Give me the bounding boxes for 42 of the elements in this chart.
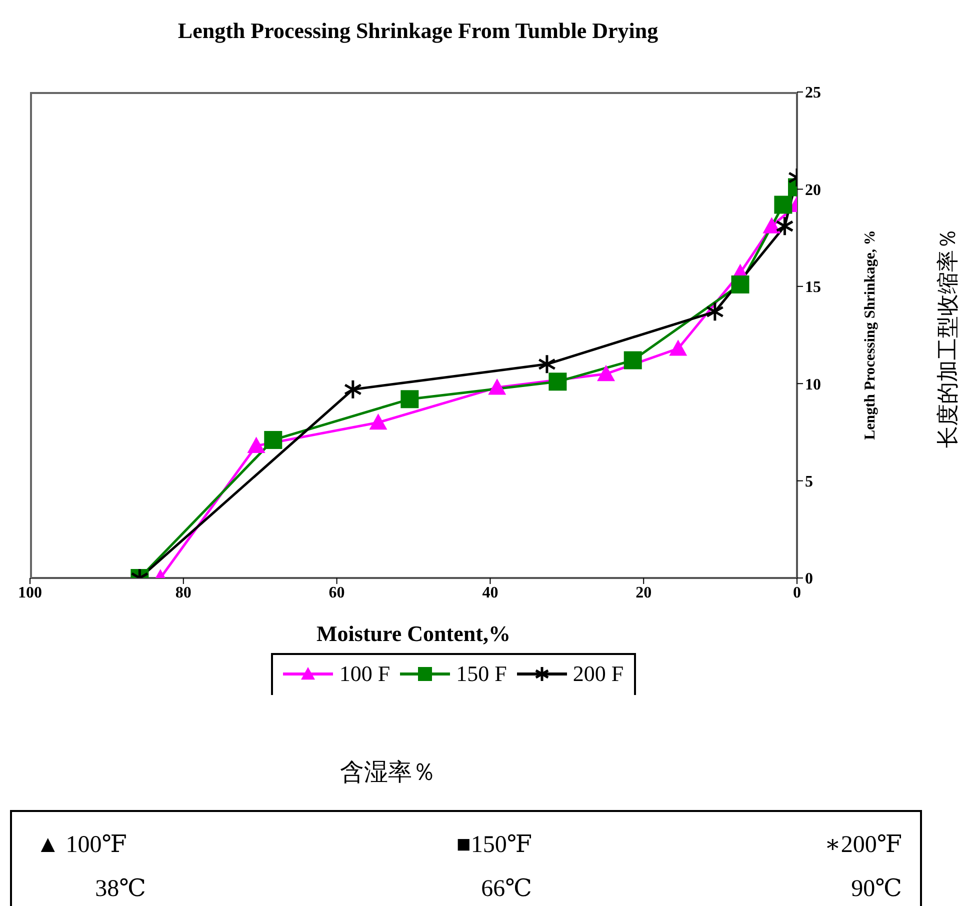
x-axis-title: Moisture Content,% bbox=[316, 621, 510, 646]
y-tick-label: 0 bbox=[805, 570, 813, 588]
point bbox=[488, 378, 506, 395]
point bbox=[774, 196, 792, 214]
text: 38℃ bbox=[94, 875, 147, 903]
x-tick-label: 0 bbox=[793, 584, 801, 602]
point bbox=[548, 372, 567, 391]
x-tick-label: 100 bbox=[18, 584, 42, 602]
legend-label: 100 F bbox=[339, 661, 390, 687]
point bbox=[344, 379, 362, 400]
x-tick-label: 40 bbox=[482, 584, 498, 602]
point bbox=[264, 430, 282, 449]
text: 长度的加工型收缩率％ bbox=[934, 228, 961, 448]
text: ■150℉ bbox=[455, 831, 532, 859]
text: ▲ 100℉ bbox=[36, 831, 128, 859]
y-tick-label: 10 bbox=[805, 376, 821, 394]
y-axis-title: Length Processing Shrinkage, % bbox=[862, 230, 878, 440]
text: 含湿率％ bbox=[339, 758, 437, 788]
text: ∗200℉ bbox=[824, 831, 902, 859]
text: 90℃ bbox=[850, 875, 902, 903]
x-tick-label: 80 bbox=[175, 584, 192, 602]
point bbox=[624, 351, 642, 370]
y-tick-label: 15 bbox=[805, 279, 821, 296]
y-tick-label: 5 bbox=[805, 473, 813, 490]
y-tick-label: 20 bbox=[805, 182, 821, 199]
point bbox=[706, 301, 724, 322]
point bbox=[538, 354, 556, 374]
x-tick-label: 60 bbox=[328, 584, 345, 602]
point bbox=[776, 216, 794, 236]
point bbox=[369, 413, 388, 430]
point bbox=[731, 275, 750, 294]
point bbox=[400, 390, 419, 408]
legend-label: 150 F bbox=[456, 661, 507, 687]
text: 66℃ bbox=[480, 875, 532, 903]
point bbox=[762, 217, 781, 234]
point bbox=[597, 364, 616, 382]
x-tick-label: 20 bbox=[636, 584, 652, 602]
point bbox=[669, 340, 688, 356]
point bbox=[247, 436, 266, 454]
legend-label: 200 F bbox=[572, 661, 624, 687]
chart-title: Length Processing Shrinkage From Tumble Drying bbox=[176, 18, 660, 44]
y-tick-label: 25 bbox=[805, 84, 821, 102]
